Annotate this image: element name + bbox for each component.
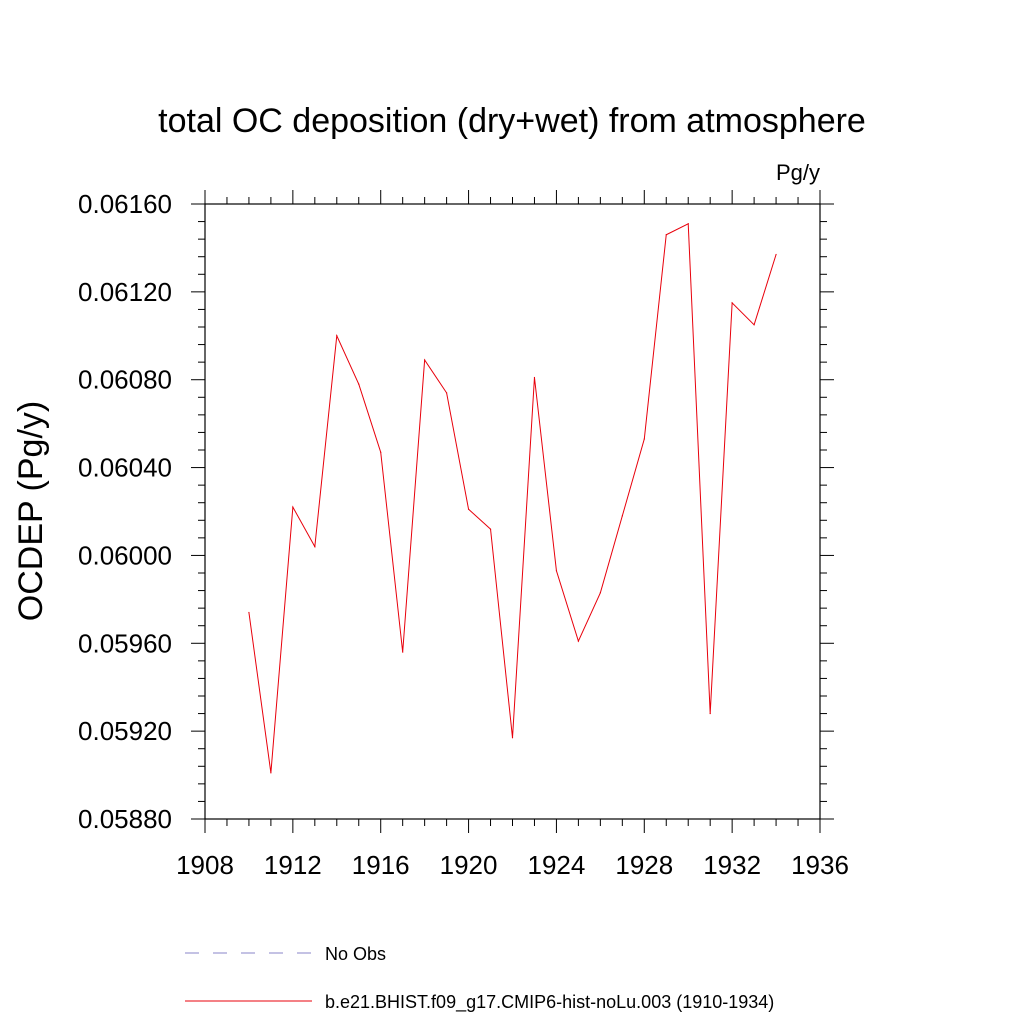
x-tick-label: 1936 [791,850,849,880]
legend-series-label: b.e21.BHIST.f09_g17.CMIP6-hist-noLu.003 … [325,992,774,1013]
data-point [380,451,382,453]
y-tick-labels: 0.05880 0.05920 0.05960 0.06000 0.06040 0.060… [78,189,172,834]
x-tick-labels: 1908 1912 1916 1920 1924 1928 1932 1936 [176,850,849,880]
x-tick-label: 1916 [352,850,410,880]
data-point [446,392,448,394]
y-tick-label: 0.06080 [78,365,172,395]
data-point [665,234,667,236]
y-tick-label: 0.06040 [78,453,172,483]
data-points [248,223,777,774]
data-point [511,737,514,739]
data-point [753,324,755,326]
data-point [336,335,338,337]
data-point [731,302,733,304]
plot-frame [204,203,821,820]
x-tick-label: 1932 [703,850,761,880]
x-tick-label: 1924 [528,850,586,880]
x-tick-label: 1912 [264,850,322,880]
data-point [248,611,250,614]
data-point [489,528,492,530]
y-tick-label: 0.06160 [78,189,172,219]
axis-ticks [191,190,834,833]
data-point [621,515,623,517]
x-tick-label: 1908 [176,850,234,880]
data-point [402,651,404,653]
chart-title: total OC deposition (dry+wet) from atmos… [158,102,866,140]
units-label: Pg/y [776,160,820,185]
legend: No Obs b.e21.BHIST.f09_g17.CMIP6-hist-no… [185,944,774,1013]
data-point [643,438,645,440]
data-point [358,383,360,385]
data-point [533,376,536,379]
y-tick-label: 0.05920 [78,716,172,746]
data-point [599,592,601,594]
data-series-line [248,222,777,773]
data-point [314,546,316,548]
data-point [270,772,272,774]
legend-no-obs-label: No Obs [325,944,386,964]
x-tick-label: 1920 [440,850,498,880]
y-axis-label: OCDEP (Pg/y) [12,401,50,621]
y-tick-label: 0.05880 [78,804,172,834]
data-point [577,640,579,642]
y-tick-label: 0.05960 [78,628,172,658]
data-point [687,223,689,225]
data-point [424,359,426,361]
x-tick-label: 1928 [615,850,673,880]
data-point [775,253,777,256]
y-tick-label: 0.06000 [78,540,172,570]
data-point [555,570,558,572]
y-tick-label: 0.06120 [78,277,172,307]
data-point [709,712,711,715]
data-point [467,508,470,510]
data-point [292,506,294,508]
